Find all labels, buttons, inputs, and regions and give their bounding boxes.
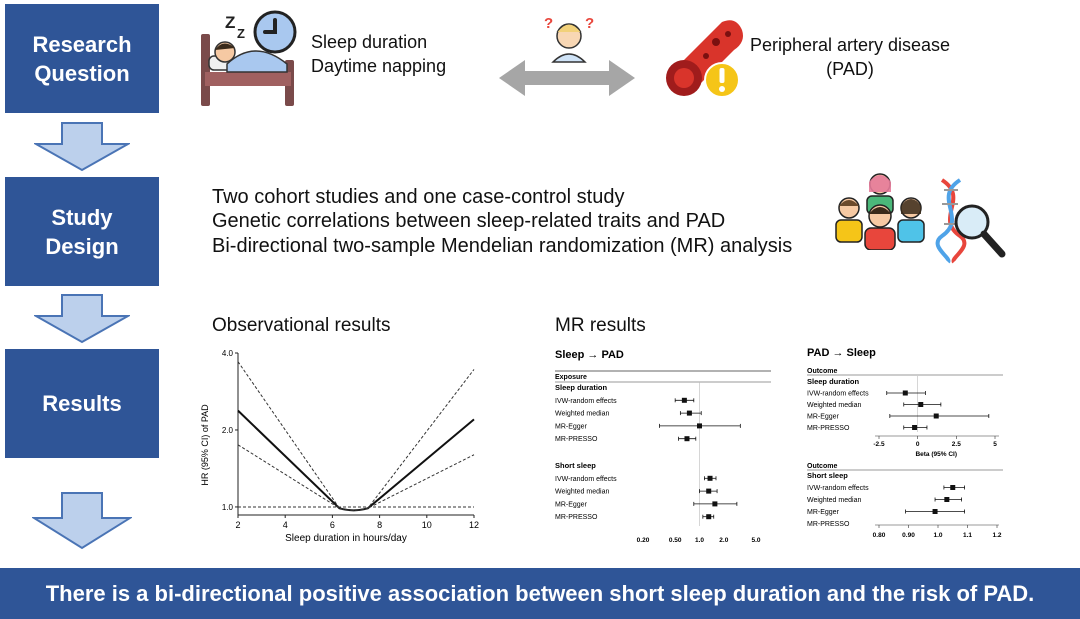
people-group-icon — [835, 173, 925, 250]
mr-title: MR results — [555, 315, 646, 336]
row-label: MR-PRESSO — [807, 521, 850, 528]
series-lower-ci — [237, 444, 475, 511]
design-line-1: Two cohort studies and one case-control … — [212, 186, 625, 208]
x-tick-label: 1.2 — [992, 532, 1001, 539]
y-tick-label: 1.0 — [222, 503, 234, 512]
svg-text:?: ? — [585, 15, 594, 32]
outcome-line-1: Peripheral artery disease — [749, 35, 951, 55]
exposure-line-2: Daytime napping — [311, 56, 447, 76]
x-axis-label: Beta (95% CI) — [915, 451, 957, 458]
dna-magnifier-icon — [935, 178, 1006, 264]
row-label: MR-PRESSO — [807, 425, 850, 432]
group-label: Short sleep — [807, 471, 848, 480]
x-axis-label: Sleep duration in hours/day — [285, 533, 407, 544]
row-label: MR-Egger — [555, 423, 588, 430]
x-tick-label: 5.0 — [751, 537, 760, 544]
row-label: Weighted median — [807, 402, 861, 409]
design-line-2: Genetic correlations between sleep-relat… — [212, 210, 726, 232]
y-tick-label: 4.0 — [222, 349, 234, 358]
point-estimate — [697, 423, 702, 429]
blood-vessel-warning-icon — [666, 20, 743, 98]
outcome-line-2: (PAD) — [826, 59, 874, 79]
point-estimate — [686, 410, 692, 416]
x-tick-label: 0.90 — [902, 532, 915, 539]
x-tick-label: 2 — [235, 520, 240, 530]
step-research-question: Research Question — [5, 4, 159, 113]
row-label: IVW-random effects — [807, 391, 869, 398]
svg-text:Z: Z — [225, 13, 235, 32]
point-estimate — [944, 497, 950, 502]
point-estimate — [707, 475, 713, 481]
down-arrow-icon — [34, 294, 130, 344]
x-tick-label: 0.20 — [637, 537, 650, 544]
bidirectional-arrow-icon: ? ? — [499, 15, 635, 96]
point-estimate — [706, 514, 712, 520]
series-hr — [237, 409, 475, 512]
point-estimate — [706, 488, 712, 494]
y-tick-label: 2.0 — [222, 426, 234, 435]
row-label: MR-Egger — [807, 509, 840, 516]
group-label: Sleep duration — [807, 377, 860, 386]
step-results: Results — [5, 349, 159, 458]
x-tick-label: 10 — [422, 520, 432, 530]
forest-sleep-to-pad: Sleep → PAD Exposure Sleep duration IVW-r… — [555, 349, 771, 544]
x-tick-label: 6 — [330, 520, 335, 530]
x-tick-label: 1.0 — [933, 532, 942, 539]
row-label: IVW-random effects — [555, 398, 617, 405]
x-tick-label: 1.0 — [695, 537, 704, 544]
group-label: Short sleep — [555, 461, 596, 470]
x-tick-label: -2.5 — [873, 441, 885, 448]
x-tick-label: 2.0 — [719, 537, 728, 544]
svg-text:Z: Z — [237, 26, 245, 41]
step-study-design: Study Design — [5, 177, 159, 286]
design-line-3: Bi-directional two-sample Mendelian rand… — [212, 235, 793, 257]
row-label: MR-Egger — [807, 414, 840, 421]
row-label: IVW-random effects — [555, 476, 617, 483]
series-upper-ci — [237, 361, 475, 511]
sleeping-person-icon: Z Z — [201, 10, 297, 106]
x-tick-label: 2.5 — [952, 441, 961, 448]
x-tick-label: 4 — [283, 520, 288, 530]
observational-chart: 2 4 6 8 10 12 1.0 2.0 4.0 HR (95% CI) of PAD Sle… — [200, 349, 479, 544]
point-estimate — [912, 425, 918, 430]
x-tick-label: 0.80 — [873, 532, 886, 539]
row-label: MR-PRESSO — [555, 514, 598, 521]
point-estimate — [681, 397, 687, 403]
row-label: MR-PRESSO — [555, 436, 598, 443]
x-tick-label: 5 — [993, 441, 997, 448]
row-label: IVW-random effects — [807, 485, 869, 492]
point-estimate — [712, 501, 718, 507]
conclusion-banner: There is a bi-directional positive assoc… — [0, 568, 1080, 619]
forest-title: Sleep → PAD — [555, 349, 624, 361]
x-tick-label: 12 — [469, 520, 479, 530]
point-estimate — [918, 402, 924, 407]
row-label: Weighted median — [807, 497, 861, 504]
down-arrow-icon — [32, 492, 132, 550]
row-label: Weighted median — [555, 411, 609, 418]
x-tick-label: 8 — [377, 520, 382, 530]
point-estimate — [950, 485, 956, 490]
column-header: Outcome — [807, 463, 837, 470]
forest-title: PAD → Sleep — [807, 347, 876, 359]
row-label: Weighted median — [555, 489, 609, 496]
forest-pad-to-sleep: PAD → Sleep Outcome Outcome Sleep durati… — [807, 347, 1003, 539]
point-estimate — [902, 390, 908, 396]
observational-title: Observational results — [212, 315, 391, 336]
row-label: MR-Egger — [555, 501, 588, 508]
x-tick-label: 1.1 — [963, 532, 972, 539]
point-estimate — [933, 413, 939, 419]
x-tick-label: 0.50 — [669, 537, 682, 544]
down-arrow-icon — [34, 122, 130, 172]
column-header: Exposure — [555, 374, 587, 381]
exposure-line-1: Sleep duration — [311, 32, 428, 52]
column-header: Outcome — [807, 368, 837, 375]
point-estimate — [932, 509, 938, 514]
group-label: Sleep duration — [555, 383, 608, 392]
svg-text:?: ? — [544, 15, 553, 32]
y-axis-label: HR (95% CI) of PAD — [200, 404, 210, 486]
point-estimate — [684, 436, 690, 442]
x-tick-label: 0 — [916, 441, 920, 448]
